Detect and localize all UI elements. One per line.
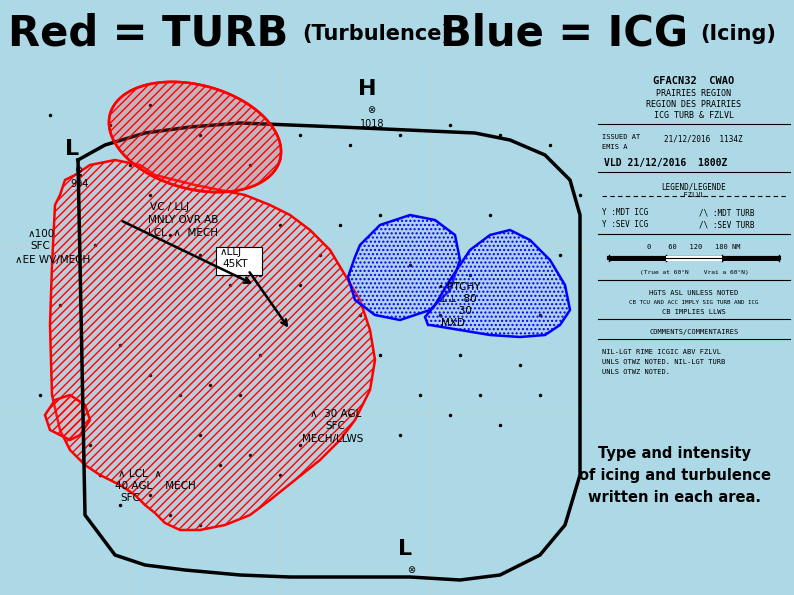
Text: MNLY OVR AB: MNLY OVR AB bbox=[148, 215, 218, 225]
Text: L: L bbox=[398, 539, 412, 559]
Bar bbox=[723, 255, 779, 261]
Text: 45KT: 45KT bbox=[222, 259, 248, 269]
Text: COMMENTS/COMMENTAIRES: COMMENTS/COMMENTAIRES bbox=[649, 329, 738, 335]
Text: SFC: SFC bbox=[120, 493, 140, 503]
Text: MECH/LLWS: MECH/LLWS bbox=[302, 434, 364, 444]
Text: /\ :MDT TURB: /\ :MDT TURB bbox=[699, 208, 754, 217]
Text: 40 AGL    MECH: 40 AGL MECH bbox=[115, 481, 196, 491]
Text: NIL-LGT RIME ICGIC ABV FZLVL: NIL-LGT RIME ICGIC ABV FZLVL bbox=[602, 349, 721, 355]
Text: CB IMPLIES LLWS: CB IMPLIES LLWS bbox=[662, 309, 726, 315]
Text: Y :MDT ICG: Y :MDT ICG bbox=[602, 208, 648, 217]
Text: ∧100: ∧100 bbox=[28, 229, 56, 239]
Text: Type and intensity
of icing and turbulence
written in each area.: Type and intensity of icing and turbulen… bbox=[579, 446, 771, 505]
FancyBboxPatch shape bbox=[216, 247, 262, 275]
Polygon shape bbox=[348, 215, 460, 320]
Text: FZLVL: FZLVL bbox=[675, 192, 713, 198]
Text: 1018: 1018 bbox=[360, 119, 384, 129]
Text: ⊥⊥  80: ⊥⊥ 80 bbox=[439, 294, 476, 304]
Text: HGTS ASL UNLESS NOTED: HGTS ASL UNLESS NOTED bbox=[649, 290, 738, 296]
Bar bbox=[665, 255, 723, 261]
Text: • PTCHY: • PTCHY bbox=[438, 282, 480, 292]
Polygon shape bbox=[109, 82, 281, 192]
Text: Red = TURB: Red = TURB bbox=[8, 13, 288, 55]
Text: VLD 21/12/2016  1800Z: VLD 21/12/2016 1800Z bbox=[604, 158, 727, 168]
Text: CB TCU AND ACC IMPLY SIG TURB AND ICG: CB TCU AND ACC IMPLY SIG TURB AND ICG bbox=[630, 300, 759, 305]
Text: 21/12/2016  1134Z: 21/12/2016 1134Z bbox=[664, 134, 742, 143]
Text: ISSUED AT: ISSUED AT bbox=[602, 134, 640, 140]
Polygon shape bbox=[50, 160, 375, 530]
Text: 0    60   120   180 NM: 0 60 120 180 NM bbox=[647, 244, 741, 250]
Text: ⊗: ⊗ bbox=[367, 105, 375, 115]
Text: UNLS OTWZ NOTED.: UNLS OTWZ NOTED. bbox=[602, 369, 670, 375]
Polygon shape bbox=[45, 395, 90, 440]
Text: MXD: MXD bbox=[441, 318, 465, 328]
Text: ∧  30 AGL: ∧ 30 AGL bbox=[310, 409, 361, 419]
Text: Y :SEV ICG: Y :SEV ICG bbox=[602, 220, 648, 229]
Text: LCL  ∧  MECH: LCL ∧ MECH bbox=[148, 228, 218, 238]
Text: 30: 30 bbox=[449, 306, 472, 316]
Text: ⊗: ⊗ bbox=[74, 165, 82, 175]
Text: Blue = ICG: Blue = ICG bbox=[440, 13, 688, 55]
Text: ∧ LCL  ∧: ∧ LCL ∧ bbox=[118, 469, 162, 479]
Text: ICG TURB & FZLVL: ICG TURB & FZLVL bbox=[654, 111, 734, 120]
Text: PRAIRIES REGION: PRAIRIES REGION bbox=[657, 89, 731, 98]
Text: L: L bbox=[65, 139, 79, 159]
Bar bbox=[609, 255, 665, 261]
Text: H: H bbox=[358, 79, 376, 99]
Polygon shape bbox=[109, 82, 281, 192]
Text: LEGEND/LEGENDE: LEGEND/LEGENDE bbox=[661, 182, 727, 191]
Text: SFC: SFC bbox=[30, 241, 50, 251]
Text: /\ :SEV TURB: /\ :SEV TURB bbox=[699, 220, 754, 229]
Text: SFC: SFC bbox=[325, 421, 345, 431]
Text: EMIS A: EMIS A bbox=[602, 144, 627, 150]
Text: UNLS OTWZ NOTED. NIL-LGT TURB: UNLS OTWZ NOTED. NIL-LGT TURB bbox=[602, 359, 725, 365]
Text: ∧LLJ: ∧LLJ bbox=[220, 247, 242, 257]
Text: (True at 60°N    Vrai a 60°N): (True at 60°N Vrai a 60°N) bbox=[640, 270, 749, 275]
Text: VC / LLJ: VC / LLJ bbox=[150, 202, 189, 212]
Text: REGION DES PRAIRIES: REGION DES PRAIRIES bbox=[646, 100, 742, 109]
Text: GFACN32  CWAO: GFACN32 CWAO bbox=[653, 76, 734, 86]
Text: (Turbulence): (Turbulence) bbox=[302, 24, 451, 44]
Polygon shape bbox=[425, 230, 570, 337]
Text: ∧EE WV/MECH: ∧EE WV/MECH bbox=[15, 255, 91, 265]
Text: ⊗: ⊗ bbox=[407, 565, 415, 575]
Text: (Icing): (Icing) bbox=[700, 24, 776, 44]
Text: 994: 994 bbox=[70, 179, 88, 189]
